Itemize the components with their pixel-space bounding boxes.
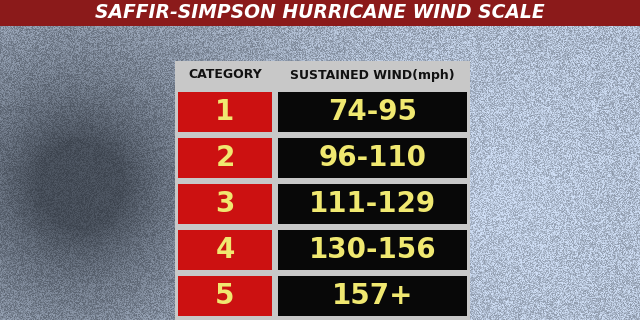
Text: SAFFIR-SIMPSON HURRICANE WIND SCALE: SAFFIR-SIMPSON HURRICANE WIND SCALE [95,4,545,22]
FancyBboxPatch shape [178,92,272,132]
Text: 1: 1 [216,98,235,126]
Text: 74-95: 74-95 [328,98,417,126]
Text: 2: 2 [215,144,235,172]
Text: SUSTAINED WIND(mph): SUSTAINED WIND(mph) [290,68,455,82]
Text: 4: 4 [215,236,235,264]
FancyBboxPatch shape [178,184,272,224]
Text: 157+: 157+ [332,282,413,310]
FancyBboxPatch shape [178,138,272,178]
FancyBboxPatch shape [178,276,272,316]
FancyBboxPatch shape [0,0,640,26]
FancyBboxPatch shape [278,138,467,178]
Text: 111-129: 111-129 [309,190,436,218]
FancyBboxPatch shape [175,61,470,320]
FancyBboxPatch shape [278,92,467,132]
Text: 5: 5 [215,282,235,310]
Text: 96-110: 96-110 [319,144,426,172]
Text: 3: 3 [215,190,235,218]
Text: 130-156: 130-156 [308,236,436,264]
Text: CATEGORY: CATEGORY [188,68,262,82]
FancyBboxPatch shape [278,230,467,270]
FancyBboxPatch shape [178,230,272,270]
FancyBboxPatch shape [278,184,467,224]
FancyBboxPatch shape [278,276,467,316]
